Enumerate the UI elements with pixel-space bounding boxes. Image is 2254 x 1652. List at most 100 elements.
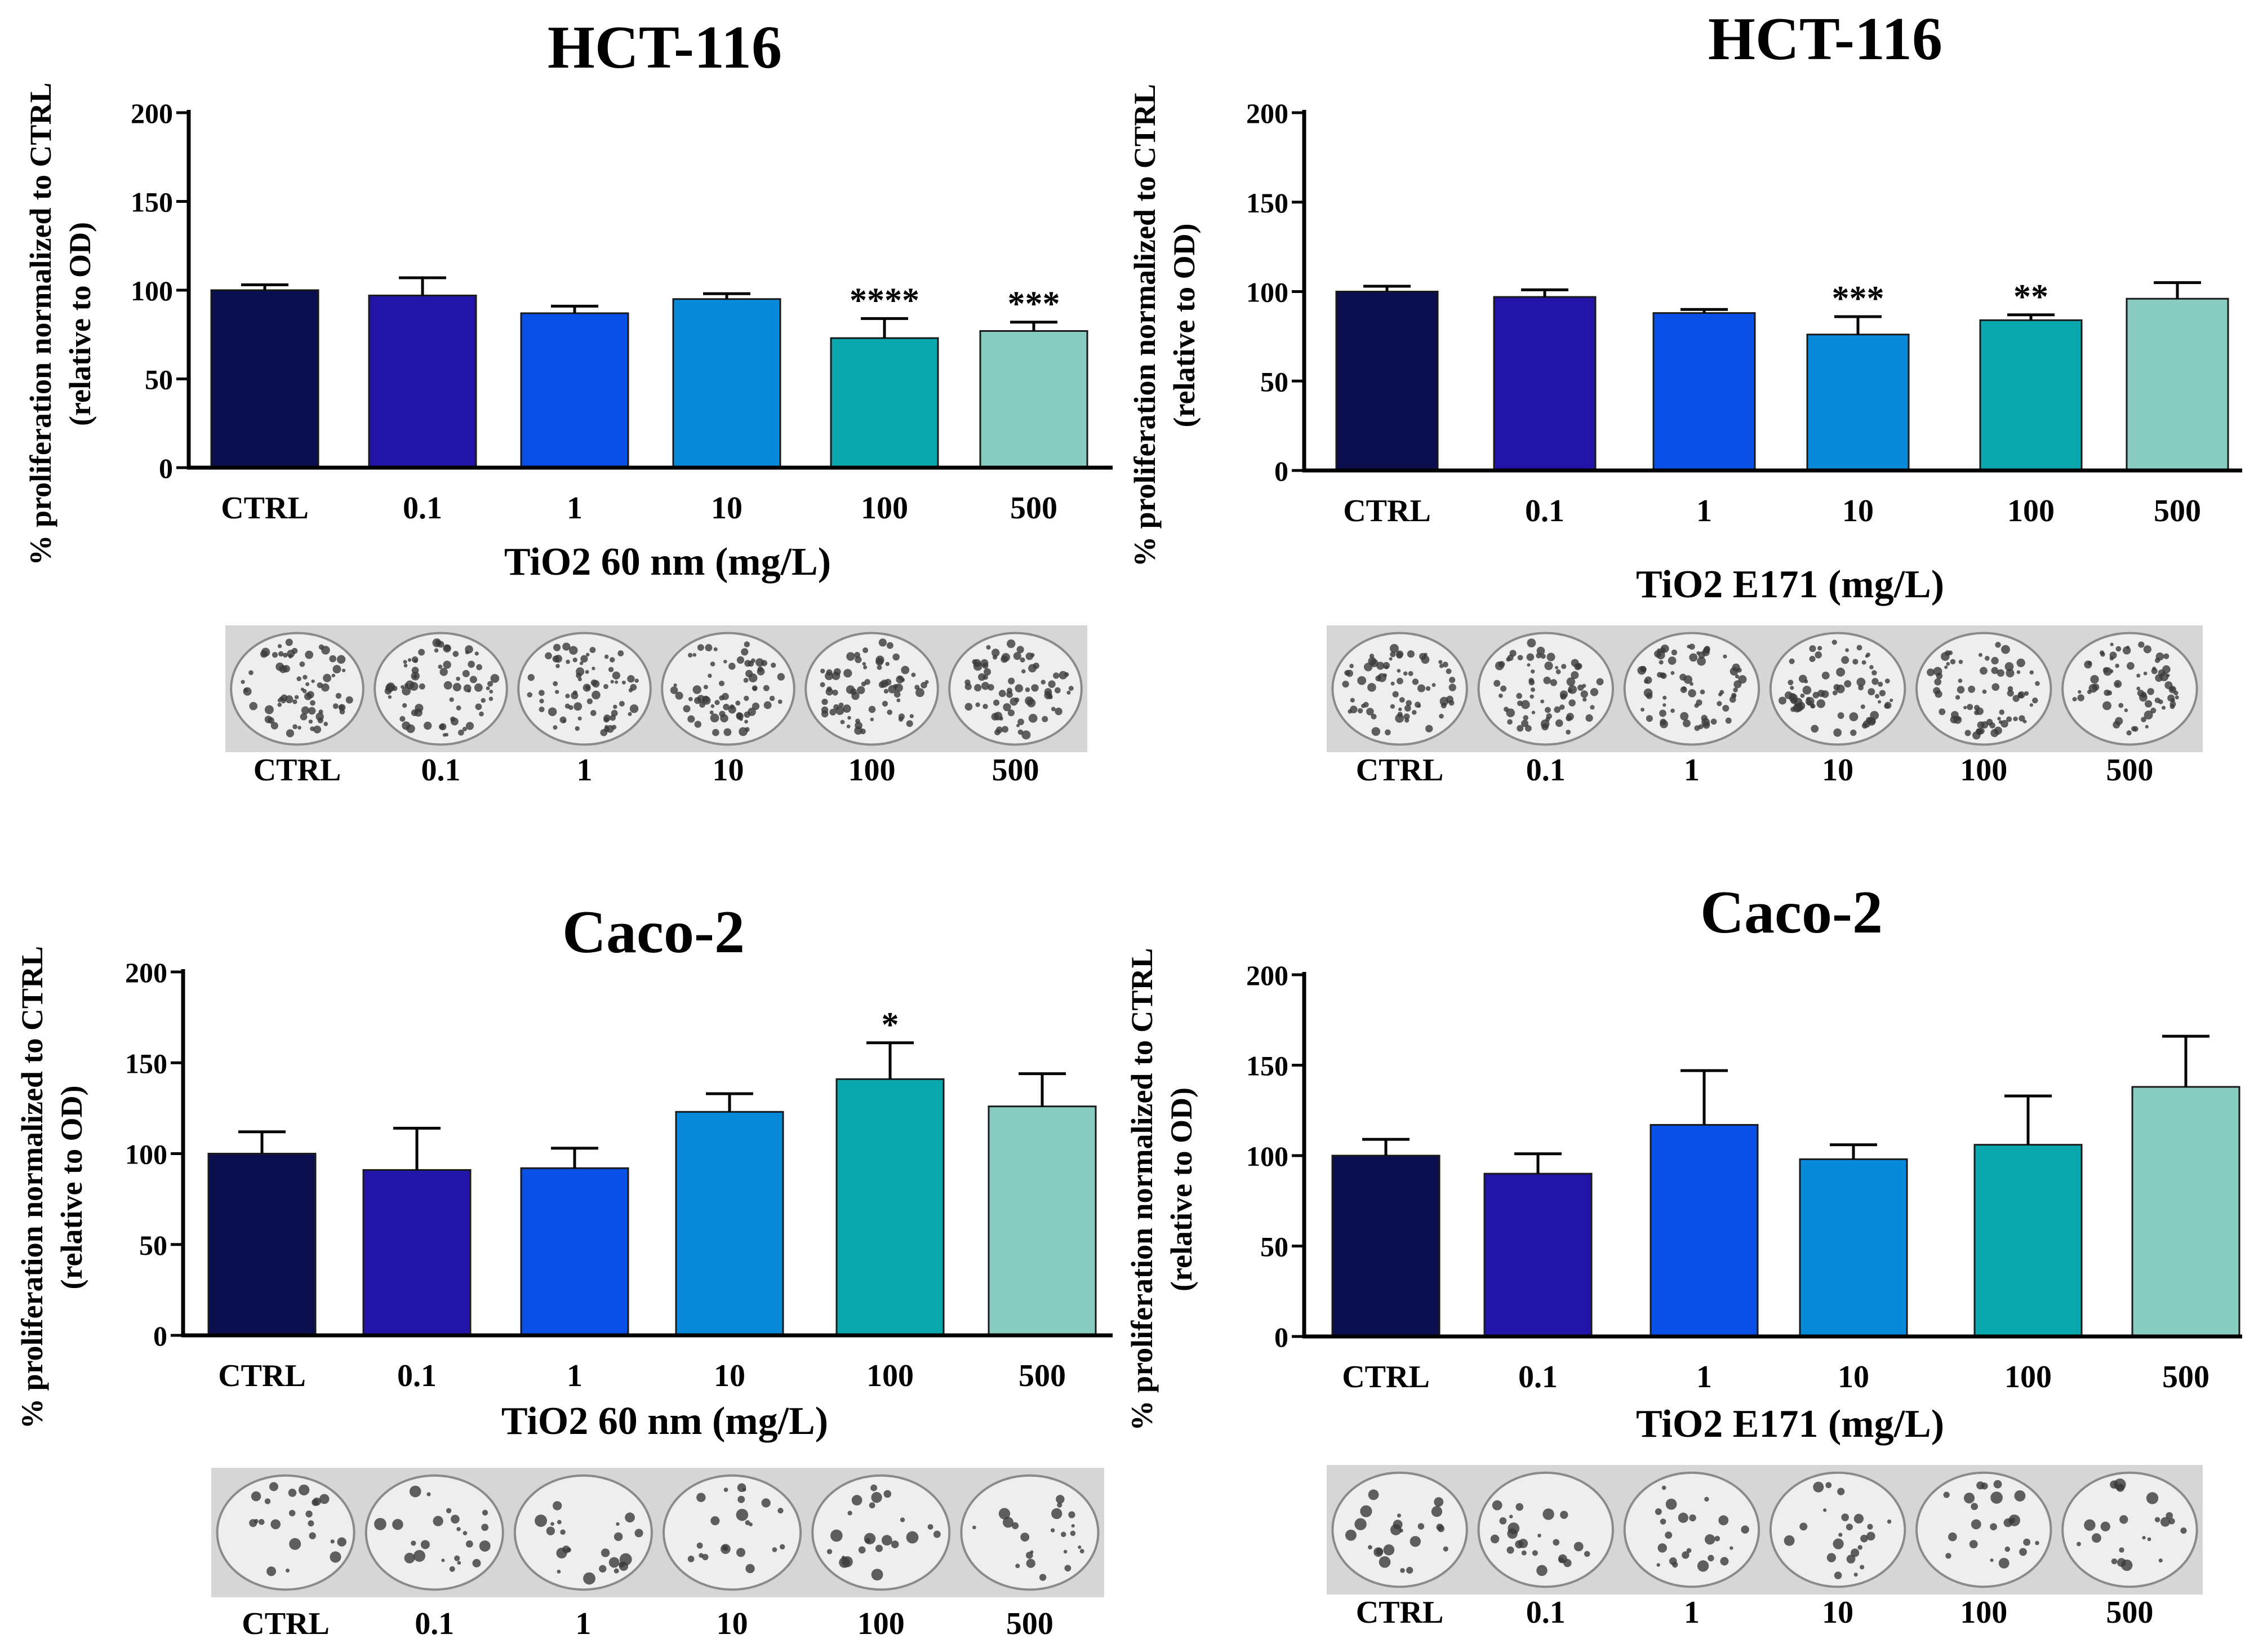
colony-dot — [1555, 719, 1563, 727]
colony-dot — [1030, 1550, 1034, 1554]
colony-dot — [1028, 713, 1038, 723]
plate-background — [211, 1468, 1104, 1597]
colony-dot — [870, 1484, 878, 1491]
colony-dot — [1553, 1539, 1560, 1546]
colony-dot — [847, 716, 851, 720]
colony-dot — [1933, 667, 1942, 676]
colony-dot — [1832, 690, 1838, 696]
colony-dot — [1689, 653, 1698, 662]
colony-dot — [886, 642, 893, 649]
colony-dot — [1991, 656, 1999, 665]
colony-dot — [1061, 1531, 1066, 1537]
colony-dot — [562, 642, 571, 651]
colony-dot — [2001, 645, 2010, 654]
colony-dot — [906, 1531, 919, 1544]
colony-dot — [1833, 684, 1840, 691]
colony-dot — [1683, 675, 1693, 684]
colony-dot — [1852, 659, 1859, 665]
colony-dot — [1704, 1496, 1709, 1502]
colony-dot — [1431, 683, 1436, 687]
colony-dot — [1509, 1515, 1513, 1518]
colony-dot — [981, 682, 990, 690]
colony-dot — [2140, 691, 2147, 698]
colony-dot — [878, 638, 887, 647]
colony-dot — [443, 660, 451, 669]
colony-dot — [613, 1532, 623, 1542]
colony-dot — [1368, 1489, 1379, 1500]
colony-dot — [608, 667, 614, 673]
plate-label: 500 — [992, 753, 1039, 788]
colony-dot — [1826, 1553, 1837, 1562]
colony-dot — [592, 690, 601, 700]
colony-dot — [465, 722, 474, 730]
colony-dot — [298, 1484, 310, 1496]
colony-dot — [1853, 1573, 1858, 1577]
colony-dot — [1007, 709, 1015, 717]
colony-dot — [752, 685, 758, 691]
colony-dot — [336, 655, 346, 664]
colony-dot — [444, 732, 449, 737]
colony-dot — [2100, 1521, 2110, 1531]
colony-dot — [413, 1549, 425, 1562]
colony-dot — [585, 652, 590, 657]
chart-title: Caco-2 — [562, 899, 745, 966]
colony-dot — [1026, 1558, 1035, 1568]
colony-dot — [1506, 1546, 1514, 1554]
colony-dot — [723, 659, 727, 664]
colony-dot — [1846, 1524, 1853, 1531]
colony-dot — [1525, 725, 1532, 732]
colony-dot — [1350, 698, 1355, 703]
colony-dot — [1397, 677, 1403, 685]
colony-dot — [1582, 697, 1587, 702]
colony-dot — [628, 712, 632, 716]
colony-dot — [1990, 1523, 1997, 1531]
colony-dot — [898, 717, 904, 722]
colony-dot — [580, 655, 588, 663]
colony-dot — [420, 1540, 430, 1549]
plate-well — [1477, 1471, 1614, 1588]
x-tick-label: 100 — [2007, 494, 2055, 529]
colony-dot — [2158, 1558, 2163, 1563]
colony-dot — [1890, 698, 1893, 703]
colony-dot — [763, 701, 772, 709]
colony-dot — [888, 685, 897, 694]
colony-dot — [1071, 1524, 1075, 1528]
colony-dot — [548, 707, 557, 717]
colony-dot — [924, 680, 929, 685]
colony-dot — [331, 673, 336, 678]
plate-label: 10 — [1822, 1595, 1853, 1630]
colony-dot — [1733, 687, 1738, 692]
colony-dot — [1493, 680, 1501, 687]
colony-dot — [1390, 1524, 1402, 1535]
colony-dot — [1656, 1563, 1660, 1567]
colony-dot — [933, 1530, 941, 1538]
colony-dot — [1714, 1535, 1720, 1542]
colony-dot — [909, 714, 914, 718]
colony-dot — [463, 1531, 468, 1535]
colony-dot — [1546, 652, 1555, 661]
colony-dot — [1438, 660, 1443, 664]
colony-dot — [1054, 687, 1061, 694]
colony-dot — [993, 699, 1000, 706]
colony-dot — [2147, 688, 2154, 695]
colony-dot — [772, 1547, 777, 1552]
colony-dot — [539, 690, 545, 696]
chart-title: HCT-116 — [548, 14, 782, 81]
colony-dot — [1682, 686, 1687, 691]
plate-well — [2061, 1471, 2198, 1588]
colony-dot — [998, 1508, 1011, 1520]
colony-dot — [1526, 653, 1535, 661]
colony-dot — [723, 728, 732, 736]
colony-dot — [2124, 708, 2128, 712]
colony-dot — [629, 704, 639, 713]
colony-dot — [1948, 1532, 1957, 1542]
colony-dot — [1698, 651, 1705, 659]
colony-dot — [1417, 684, 1426, 692]
bar-0.1 — [1493, 296, 1597, 472]
colony-dot — [277, 698, 282, 703]
colony-dot — [553, 1501, 562, 1511]
colony-dot — [1972, 731, 1981, 740]
colony-dot — [846, 724, 851, 729]
colony-dot — [1063, 1549, 1068, 1554]
colony-dot — [576, 672, 582, 679]
